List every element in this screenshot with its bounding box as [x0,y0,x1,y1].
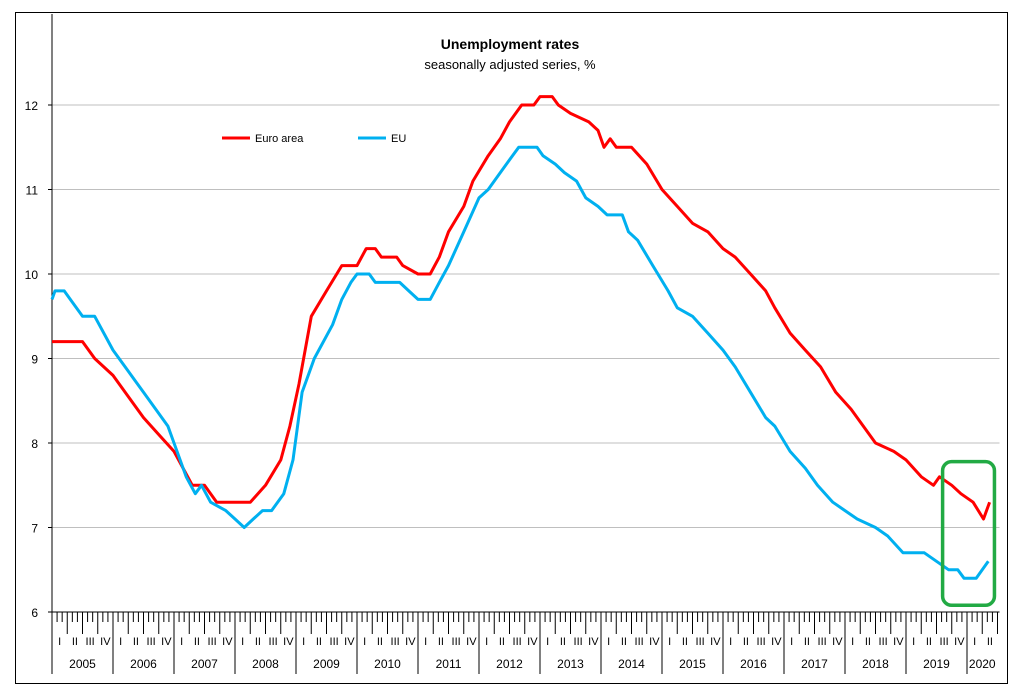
x-quarter-label: II [926,636,932,648]
x-quarter-label: I [424,636,427,648]
x-quarter-label: III [269,636,278,648]
x-quarter-label: IV [100,636,111,648]
chart-subtitle: seasonally adjusted series, % [424,57,596,72]
legend-label-eu: EU [391,133,406,145]
x-quarter-label: I [58,636,61,648]
chart-title: Unemployment rates [441,36,580,52]
x-quarter-label: II [865,636,871,648]
x-quarter-label: II [72,636,78,648]
x-quarter-label: III [513,636,522,648]
x-year-label: 2019 [923,657,950,671]
x-quarter-label: II [194,636,200,648]
x-quarter-label: IV [527,636,538,648]
x-year-label: 2008 [252,657,279,671]
x-quarter-label: II [682,636,688,648]
legend: Euro area EU [222,133,406,145]
y-tick-label: 6 [31,606,38,620]
x-quarter-label: IV [832,636,843,648]
x-quarter-label: I [790,636,793,648]
x-quarter-label: II [255,636,261,648]
x-year-label: 2020 [969,657,996,671]
x-quarter-label: III [208,636,217,648]
x-quarter-label: II [377,636,383,648]
x-quarter-label: I [241,636,244,648]
y-tick-label: 7 [31,522,38,536]
x-quarter-label: III [147,636,156,648]
y-tick-label: 8 [31,437,38,451]
x-quarter-label: I [851,636,854,648]
legend-label-euro-area: Euro area [255,133,304,145]
x-year-label: 2011 [436,657,462,671]
x-quarter-label: III [879,636,888,648]
x-year-label: 2012 [496,657,523,671]
x-year-label: 2005 [69,657,96,671]
x-quarter-label: I [363,636,366,648]
x-year-label: 2015 [679,657,706,671]
x-year-label: 2006 [130,657,157,671]
y-tick-label: 12 [25,99,39,113]
x-quarter-label: I [973,636,976,648]
x-quarter-label: IV [954,636,965,648]
x-quarter-label: IV [222,636,233,648]
x-year-label: 2016 [740,657,767,671]
x-quarter-label: IV [466,636,477,648]
x-quarter-label: II [438,636,444,648]
x-quarter-label: III [757,636,766,648]
x-quarter-label: III [574,636,583,648]
x-quarter-label: II [987,636,993,648]
x-quarter-label: III [696,636,705,648]
x-year-label: 2014 [618,657,645,671]
chart-frame [15,12,1008,684]
x-quarter-label: III [86,636,95,648]
series-line-eu [50,145,990,580]
x-quarter-label: I [607,636,610,648]
x-year-label: 2010 [374,657,401,671]
x-quarter-label: IV [283,636,294,648]
x-quarter-label: III [940,636,949,648]
x-quarter-label: II [743,636,749,648]
x-quarter-label: II [499,636,505,648]
x-quarter-label: IV [161,636,172,648]
x-quarter-label: I [668,636,671,648]
x-quarter-label: III [330,636,339,648]
x-quarter-label: I [119,636,122,648]
x-quarter-label: IV [405,636,416,648]
x-quarter-label: I [302,636,305,648]
y-tick-label: 10 [25,268,39,282]
x-quarter-label: IV [588,636,599,648]
x-quarter-label: II [621,636,627,648]
x-quarter-label: II [316,636,322,648]
x-quarter-label: III [635,636,644,648]
y-tick-label: 9 [31,353,38,367]
x-year-label: 2018 [862,657,889,671]
x-quarter-label: III [452,636,461,648]
x-year-label: 2017 [801,657,828,671]
x-year-label: 2007 [191,657,218,671]
x-quarter-label: III [818,636,827,648]
x-quarter-label: I [180,636,183,648]
y-tick-label: 11 [26,184,39,198]
x-year-label: 2009 [313,657,340,671]
x-quarter-label: I [546,636,549,648]
x-quarter-label: IV [344,636,355,648]
x-quarter-label: II [560,636,566,648]
x-year-label: 2013 [557,657,584,671]
x-quarter-label: I [485,636,488,648]
x-quarter-label: IV [649,636,660,648]
highlight-box [940,459,997,607]
x-quarter-label: IV [771,636,782,648]
x-quarter-label: IV [710,636,721,648]
series-line-euro-area [52,95,992,521]
x-quarter-label: I [912,636,915,648]
x-quarter-label: IV [893,636,904,648]
x-quarter-label: II [804,636,810,648]
x-quarter-label: I [729,636,732,648]
x-quarter-label: II [133,636,139,648]
x-quarter-label: III [391,636,400,648]
